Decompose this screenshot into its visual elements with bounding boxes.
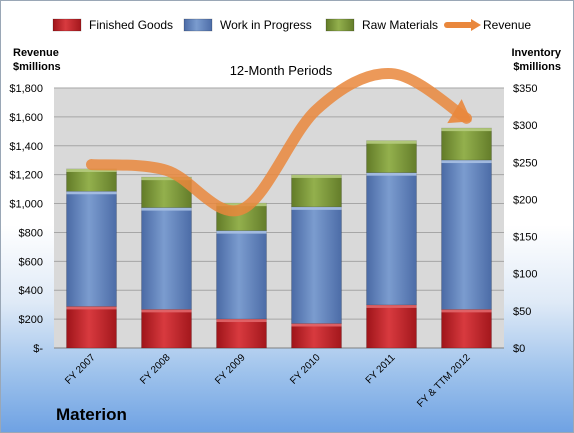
company-name: Materion <box>56 405 127 424</box>
legend-swatch <box>325 18 355 32</box>
bar-segment-highlight <box>366 140 417 144</box>
bar-segment <box>441 159 492 310</box>
bar-segment-highlight <box>141 309 192 313</box>
bar-segment <box>366 172 417 306</box>
bar-segment <box>216 318 267 349</box>
bar-segment <box>141 309 192 349</box>
left-tick-label: $- <box>33 343 43 355</box>
left-tick-label: $1,800 <box>9 83 43 95</box>
bar-segment-highlight <box>141 177 192 181</box>
bar-segment-highlight <box>441 128 492 132</box>
left-axis-title-line1: Revenue <box>13 47 59 59</box>
plot-background <box>54 88 504 348</box>
right-tick-label: $0 <box>513 343 525 355</box>
category-label: FY & TTM 2012 <box>415 352 473 410</box>
left-axis-title-line2: $millions <box>13 61 61 73</box>
category-label: FY 2011 <box>364 352 398 386</box>
bar-segment-highlight <box>366 304 417 308</box>
legend-label: Finished Goods <box>89 18 173 32</box>
bar-segment-highlight <box>366 172 417 176</box>
right-axis-title: Inventory $millions <box>511 46 561 74</box>
right-tick-label: $300 <box>513 120 537 132</box>
left-tick-label: $1,000 <box>9 199 43 211</box>
right-tick-label: $150 <box>513 232 537 244</box>
legend-swatch <box>52 18 82 32</box>
legend-label: Raw Materials <box>362 18 438 32</box>
right-tick-label: $50 <box>513 306 531 318</box>
legend: Finished Goods Work in Progress Raw Materi… <box>52 18 531 32</box>
right-tick-label: $100 <box>513 269 537 281</box>
bars-group <box>66 127 492 349</box>
right-axis-title-line1: Inventory <box>511 47 561 59</box>
right-axis-title-line2: $millions <box>513 61 561 73</box>
left-tick-label: $1,600 <box>9 112 43 124</box>
bar-segment-highlight <box>441 309 492 313</box>
revenue-line-group <box>86 68 472 217</box>
legend-label: Revenue <box>483 18 531 32</box>
category-label: FY 2008 <box>138 352 173 387</box>
bar-segment <box>366 140 417 173</box>
left-tick-label: $1,400 <box>9 141 43 153</box>
bar-segment-highlight <box>441 160 492 164</box>
right-tick-label: $200 <box>513 194 537 206</box>
left-tick-label: $600 <box>19 256 43 268</box>
legend-label: Work in Progress <box>220 18 312 32</box>
chart-title: 12-Month Periods <box>230 63 333 78</box>
bar-segment <box>366 304 417 349</box>
category-label: FY 2010 <box>288 352 323 387</box>
bar-segment-highlight <box>66 168 117 172</box>
bar-segment <box>66 168 117 192</box>
bar-segment-highlight <box>66 306 117 310</box>
category-label: FY 2009 <box>213 352 248 387</box>
category-label: FY 2007 <box>63 352 98 387</box>
bar-segment <box>291 323 342 349</box>
right-tick-label: $350 <box>513 83 537 95</box>
bar-segment-highlight <box>291 323 342 327</box>
left-axis-title: Revenue $millions <box>13 46 61 74</box>
revenue-line <box>86 68 472 217</box>
bar-segment <box>216 230 267 320</box>
revenue-arrowhead <box>447 99 472 124</box>
bar-segment-highlight <box>291 206 342 210</box>
bar-segment <box>66 306 117 349</box>
legend-swatch-arrow <box>471 19 481 31</box>
left-tick-label: $800 <box>19 227 43 239</box>
bar-segment <box>291 174 342 208</box>
left-tick-label: $200 <box>19 314 43 326</box>
bar-segment-highlight <box>66 191 117 195</box>
right-tick-label: $250 <box>513 157 537 169</box>
bar-segment-highlight <box>141 207 192 211</box>
bar-segment <box>441 309 492 349</box>
bar-segment <box>66 190 117 307</box>
left-tick-label: $1,200 <box>9 170 43 182</box>
bar-segment <box>441 127 492 161</box>
bar-segment-highlight <box>291 174 342 178</box>
bar-segment-highlight <box>216 230 267 234</box>
bar-segment <box>141 207 192 310</box>
legend-swatch <box>183 18 213 32</box>
bar-segment-highlight <box>216 319 267 323</box>
bar-segment <box>291 206 342 324</box>
left-tick-label: $400 <box>19 285 43 297</box>
